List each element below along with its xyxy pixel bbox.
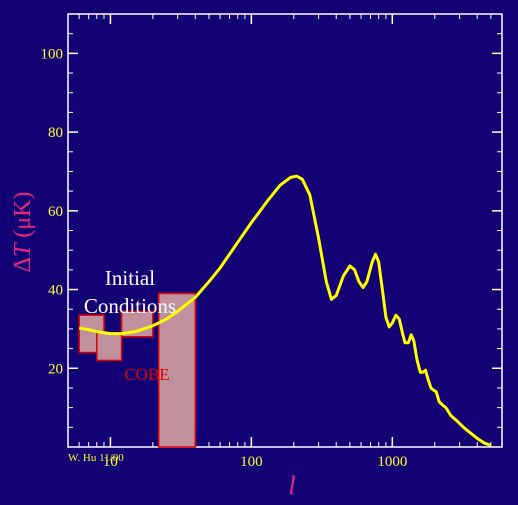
y-tick-label: 100 (41, 46, 64, 62)
y-tick-label: 20 (48, 361, 63, 377)
data-box (96, 332, 123, 362)
y-tick-label: 40 (48, 283, 63, 299)
x-axis-title: l (288, 471, 295, 500)
y-axis-title-unit: (μK) (10, 192, 36, 238)
x-tick-label: 10 (103, 454, 118, 470)
x-tick-label: 100 (240, 454, 263, 470)
y-tick-label: 80 (48, 125, 63, 141)
spectrum-curve (78, 174, 492, 447)
annotation-initial-line2: Conditions (84, 294, 176, 318)
y-tick-label: 60 (48, 204, 63, 220)
annotation-cobe: COBE (124, 365, 169, 384)
tick-labels: 10 100 1000 20 40 60 80 100 (41, 46, 408, 470)
y-axis-title: ΔT (μK) (10, 192, 36, 273)
x-tick-label: 1000 (377, 454, 407, 470)
data-boxes (78, 292, 197, 448)
credit-label: W. Hu 11/00 (68, 452, 124, 464)
major-ticks (68, 14, 502, 447)
y-axis-title-t: T (10, 242, 36, 257)
annotation-initial-line1: Initial (105, 266, 155, 290)
y-axis-title-delta: Δ (10, 257, 36, 272)
